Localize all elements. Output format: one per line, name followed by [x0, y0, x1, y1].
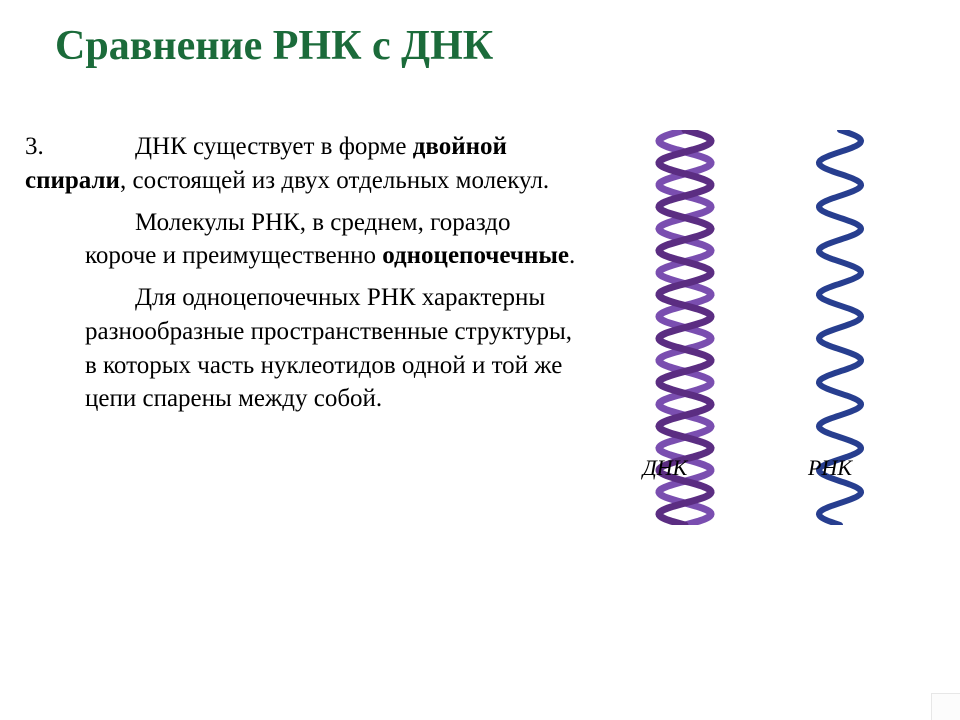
- p1-pre: ДНК существует в форме: [135, 133, 413, 160]
- slide: Сравнение РНК с ДНК 3. ДНК существует в ф…: [0, 0, 960, 720]
- figure-area: [615, 130, 925, 570]
- dna-label: ДНК: [625, 455, 705, 481]
- paragraph-3: Для одноцепочечных РНК характерны разноо…: [85, 281, 585, 416]
- rna-label: РНК: [790, 455, 870, 481]
- list-number: 3.: [25, 130, 85, 164]
- paragraph-1: 3.ДНК существует в форме двойной спирали…: [25, 130, 585, 198]
- indented-paragraphs: Молекулы РНК, в среднем, гораздо короче …: [85, 206, 585, 417]
- body-text: 3.ДНК существует в форме двойной спирали…: [25, 130, 585, 424]
- slide-title: Сравнение РНК с ДНК: [55, 22, 493, 70]
- p2-post: .: [569, 242, 575, 269]
- p2-bold: одноцепочечные: [382, 242, 569, 269]
- corner-watermark: [931, 693, 960, 720]
- p1-post: , состоящей из двух отдельных молекул.: [120, 167, 549, 194]
- paragraph-2: Молекулы РНК, в среднем, гораздо короче …: [85, 206, 585, 274]
